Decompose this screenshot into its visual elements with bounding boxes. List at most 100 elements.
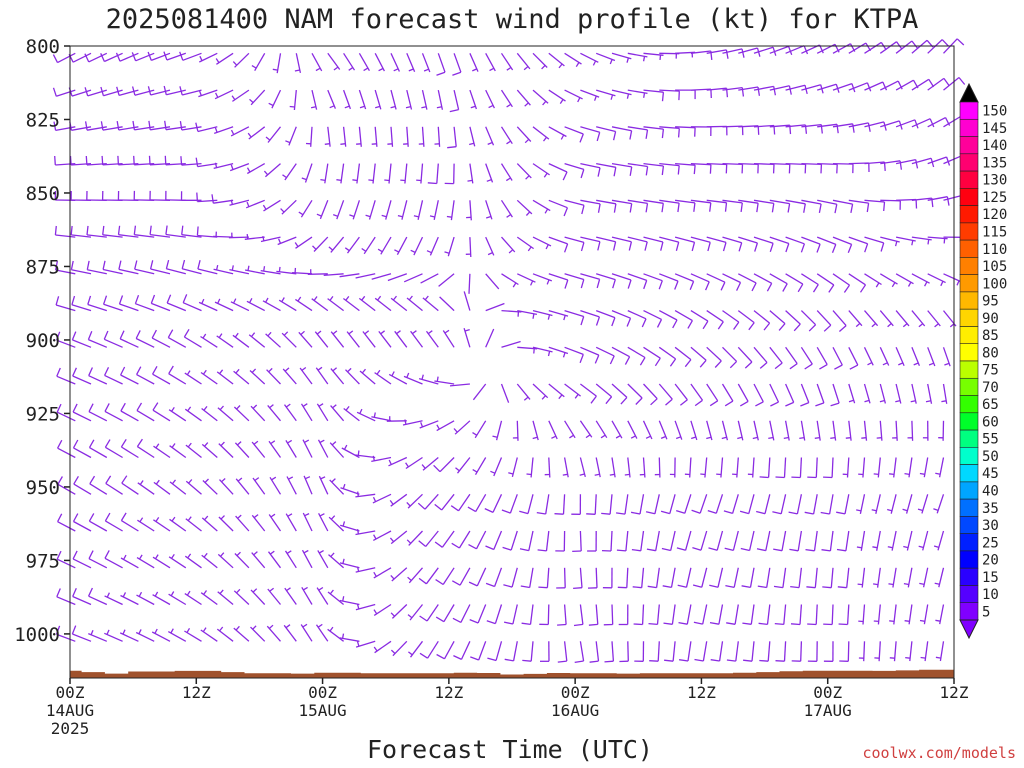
wind-barb [390,295,408,312]
wind-barb [790,567,803,589]
colorbar-swatch [959,395,979,414]
wind-barb [627,236,648,251]
wind-barb [372,493,392,504]
wind-barb [120,438,139,459]
wind-barb [84,52,108,63]
wind-barb [119,330,139,348]
wind-barb [895,310,910,328]
wind-barb [267,587,282,605]
wind-barb [709,567,724,588]
wind-barb [631,530,645,552]
wind-barb [485,126,495,146]
wind-barb [604,641,615,663]
wind-barb [627,346,646,366]
wind-barb [708,530,724,551]
wind-barb [324,126,331,147]
wind-barb [935,641,945,662]
wind-barb [200,333,218,348]
wind-barb [195,157,218,168]
wind-barb [611,236,633,251]
wind-barb [737,383,749,407]
wind-barb [540,641,550,662]
wind-barb [873,567,881,588]
wind-barb [690,199,712,212]
wind-barb [677,567,692,588]
wind-barb [694,641,708,662]
wind-barb [342,89,352,110]
colorbar-label: 50 [982,449,999,465]
wind-barb [848,236,869,253]
wind-barb [504,641,518,662]
wind-barb [633,604,645,626]
wind-barb [904,604,913,625]
wind-barb [152,365,171,385]
wind-barb [416,163,424,184]
wind-barb [134,294,155,312]
wind-barb [753,383,764,407]
wind-barb [485,567,503,588]
wind-barb [832,310,847,332]
wind-barb [674,383,688,406]
wind-barb [72,513,92,532]
x-tick-label: 2025 [51,719,90,738]
wind-barb [120,592,139,606]
wind-barb [467,493,487,513]
wind-barb [72,588,92,606]
wind-barb [89,475,108,495]
wind-barb [168,406,187,422]
wind-barb [229,199,250,206]
y-tick-label: 950 [26,477,60,499]
wind-barb [88,439,108,459]
wind-barb [783,420,790,441]
wind-barb [903,530,913,551]
wind-barb [618,604,629,626]
wind-barb [769,45,793,56]
wind-barb [444,236,455,257]
wind-barb [234,551,250,569]
wind-barb [785,199,806,213]
x-tick-label: 14AUG [46,701,94,720]
wind-barb [272,53,282,74]
wind-barb [316,403,329,422]
wind-barb [286,476,297,495]
x-tick-label: 12Z [182,683,211,702]
wind-barb [315,623,329,642]
wind-barb [312,236,329,252]
wind-barb [218,515,234,532]
wind-barb [419,604,439,622]
wind-barb [136,366,155,385]
wind-barb [87,331,108,348]
colorbar-swatch [959,101,979,120]
wind-barb [452,53,462,76]
wind-barb [394,236,408,256]
wind-barb [816,310,832,332]
wind-barb [332,200,345,220]
wind-barb [436,53,446,76]
wind-barb [133,225,155,238]
wind-barb [181,259,202,275]
wind-barb [251,52,266,72]
wind-barb [453,641,471,660]
y-tick-label: 875 [26,256,60,278]
wind-barb [361,236,376,255]
colorbar-label: 35 [982,501,999,517]
wind-barb [116,120,139,131]
wind-barb [417,493,439,510]
wind-barb [408,640,424,658]
wind-barb [182,294,202,312]
wind-barb [214,298,234,312]
wind-barb [86,260,107,275]
wind-barb [838,604,850,626]
wind-barb [943,273,962,286]
wind-barb [72,367,92,385]
wind-barb [539,604,550,626]
wind-barb [895,236,916,246]
colorbar-swatch [959,602,979,621]
wind-barb [564,383,581,399]
wind-barb [438,273,455,287]
wind-barb [927,310,941,328]
colorbar-label: 55 [982,432,999,448]
wind-barb [70,225,92,238]
wind-barb [725,567,739,589]
wind-barb [57,439,76,459]
